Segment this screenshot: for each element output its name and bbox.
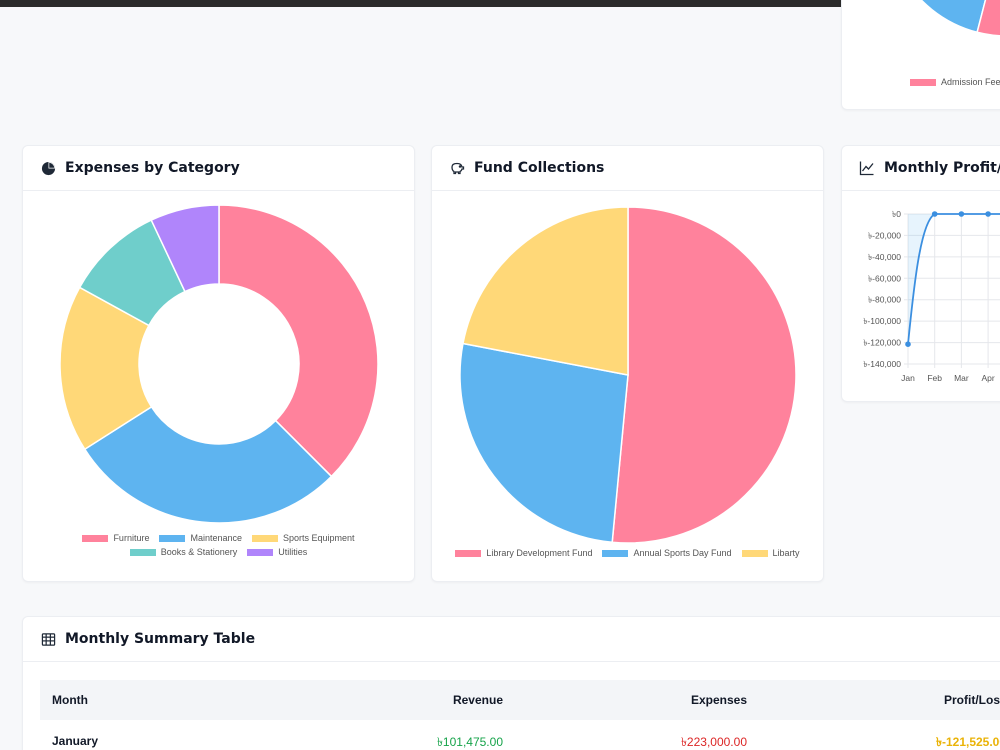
cell-profit: ৳-121,525.00 (936, 735, 1000, 749)
y-tick-label: ৳-120,000 (863, 338, 901, 348)
summary-card-title: Monthly Summary Table (65, 631, 256, 647)
legend-swatch (455, 549, 482, 557)
legend-item[interactable]: Libarty (741, 548, 800, 558)
slice-sports-equipment[interactable] (59, 286, 153, 451)
legend-label: Furniture (113, 533, 150, 543)
profit-chart: ৳0 ৳-20,000 ৳-40,000 ৳-60,000 ৳-80,000 ৳-100,… (863, 209, 1000, 383)
fund-legend: Library Development Fund Annual Sports Da… (432, 548, 823, 558)
legend-swatch (129, 548, 156, 556)
series-area (908, 214, 1000, 345)
admission-legend: Admission Fee (842, 77, 1000, 87)
cell-month: January (52, 734, 99, 748)
column-header-profit: Profit/Loss (944, 693, 1000, 707)
legend-swatch (910, 78, 936, 86)
data-point[interactable] (931, 211, 938, 217)
admission-chart-card: Admission Fee (841, 0, 1000, 110)
y-tick-label: ৳0 (892, 209, 901, 219)
x-tick-label: Jan (901, 373, 915, 383)
line-chart-icon (859, 160, 875, 176)
legend-label: Books & Stationery (160, 547, 238, 557)
piggy-bank-icon (449, 160, 465, 176)
legend-swatch (602, 549, 629, 557)
fund-card-title: Fund Collections (474, 160, 605, 176)
legend-item[interactable]: Maintenance (159, 533, 242, 543)
slice-admission-partial[interactable] (900, 0, 1000, 34)
column-header-expenses: Expenses (690, 693, 747, 707)
series-line (907, 213, 1000, 345)
legend-swatch (159, 534, 186, 542)
legend-label: Maintenance (190, 533, 242, 543)
y-tick-label: ৳-40,000 (868, 252, 901, 262)
slice-utilities[interactable] (150, 204, 220, 293)
summary-table: Month Revenue Expenses Profit/Loss Janua… (40, 680, 1000, 750)
cell-expenses: ৳223,000.00 (680, 735, 747, 749)
legend-label: Admission Fee (941, 77, 1000, 87)
legend-label: Sports Equipment (283, 533, 355, 543)
x-tick-label: Mar (954, 373, 969, 383)
expenses-card-header: Expenses by Category (23, 146, 414, 191)
expenses-card-title: Expenses by Category (65, 160, 240, 176)
slice-admission-fee[interactable] (976, 0, 1000, 37)
legend-label: Library Development Fund (486, 548, 593, 558)
legend-item[interactable]: Utilities (247, 547, 307, 557)
legend-swatch (82, 534, 109, 542)
slice-maintenance[interactable] (83, 405, 333, 524)
fund-chart (459, 206, 797, 544)
legend-item[interactable]: Library Development Fund (455, 548, 592, 558)
fund-card: Fund Collections Library Development Fun… (431, 145, 824, 582)
y-tick-label: ৳-100,000 (863, 316, 901, 326)
data-point[interactable] (905, 341, 911, 348)
fund-card-header: Fund Collections (432, 146, 823, 191)
summary-card-header: Monthly Summary Table (23, 617, 1000, 662)
data-point[interactable] (958, 211, 965, 217)
x-tick-label: Feb (927, 373, 942, 383)
data-point[interactable] (985, 211, 991, 217)
legend-label: Annual Sports Day Fund (633, 548, 732, 558)
legend-label: Libarty (772, 548, 800, 558)
y-tick-label: ৳-80,000 (868, 295, 901, 305)
expenses-chart (59, 204, 379, 524)
slice-libarty[interactable] (462, 206, 629, 376)
y-tick-label: ৳-20,000 (868, 230, 901, 240)
table-icon (40, 631, 56, 647)
expenses-legend: Furniture Maintenance Sports Equipment Book… (23, 533, 414, 557)
legend-item[interactable]: Annual Sports Day Fund (602, 548, 732, 558)
pie-chart-icon (40, 160, 56, 176)
legend-swatch (247, 548, 274, 556)
legend-item[interactable]: Books & Stationery (129, 547, 238, 557)
legend-label: Utilities (278, 547, 308, 557)
table-row: January ৳101,475.00 ৳223,000.00 ৳-121,52… (40, 720, 1000, 750)
profit-card-header: Monthly Profit/Lo (842, 146, 1000, 191)
profit-card-title: Monthly Profit/Lo (884, 160, 1000, 176)
legend-swatch (252, 534, 278, 542)
slice-annual-sports-day-fund[interactable] (459, 342, 629, 544)
y-tick-label: ৳-60,000 (868, 273, 901, 283)
slice-furniture[interactable] (218, 204, 379, 478)
legend-swatch (741, 549, 768, 557)
table-header-row: Month Revenue Expenses Profit/Loss (40, 680, 1000, 720)
column-header-revenue: Revenue (452, 693, 503, 707)
column-header-month: Month (52, 693, 88, 707)
admission-chart (900, 0, 1000, 37)
cell-revenue: ৳101,475.00 (436, 735, 503, 749)
slice-library-development-fund[interactable] (611, 206, 797, 544)
x-tick-label: Apr (981, 373, 994, 383)
legend-item[interactable]: Admission Fee (910, 77, 1000, 87)
y-tick-label: ৳-140,000 (863, 359, 901, 369)
summary-card: Monthly Summary Table Month Revenue Expe… (22, 616, 1000, 750)
profit-card: Monthly Profit/Lo ৳0 ৳-20,000 ৳-40,000 ৳-60… (841, 145, 1000, 402)
expenses-card: Expenses by Category Furniture Maintenanc… (22, 145, 415, 582)
legend-item[interactable]: Furniture (82, 533, 149, 543)
legend-item[interactable]: Sports Equipment (252, 533, 355, 543)
browser-top-bar (0, 0, 1000, 7)
